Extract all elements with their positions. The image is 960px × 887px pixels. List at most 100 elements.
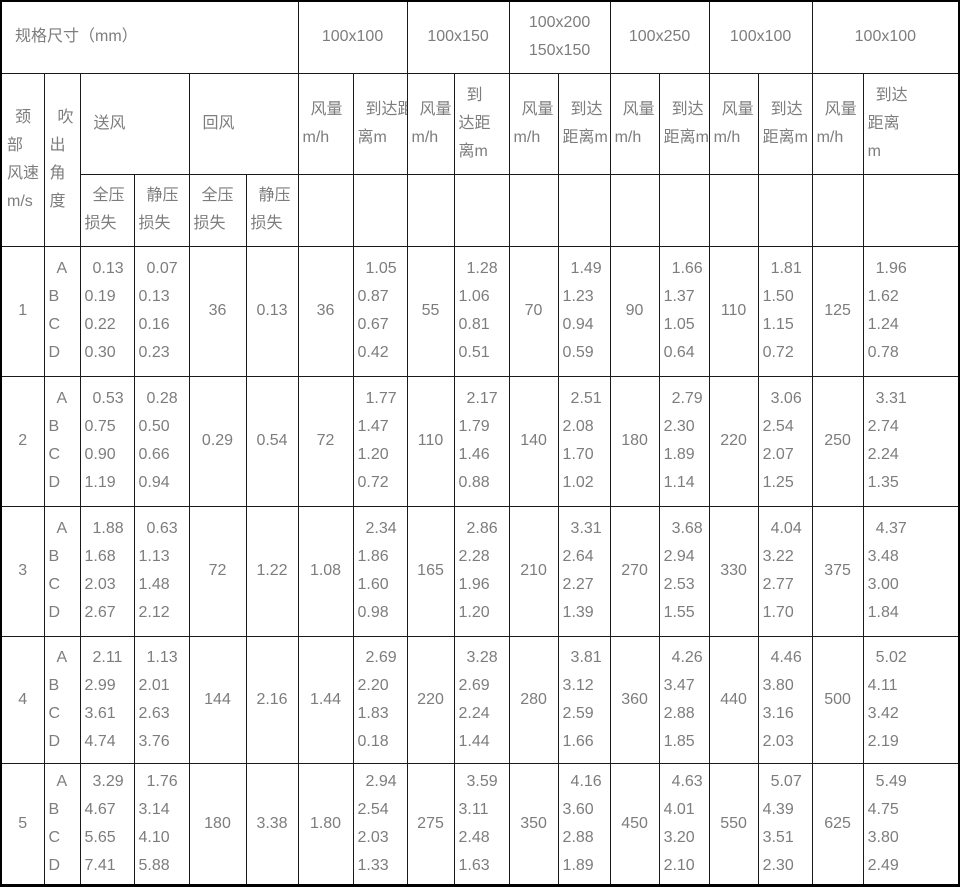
- total-pressure-loss-header: 全压 损失: [79, 173, 135, 247]
- empty-cell: [406, 173, 455, 247]
- reach-distance-values: 5.02 4.11 3.42 2.19: [862, 635, 960, 764]
- airflow-value: 72: [297, 375, 354, 507]
- spec-dimensions-label: 规格尺寸（mm）: [0, 0, 299, 74]
- empty-cell: [757, 173, 813, 247]
- reach-distance-values: 1.66 1.37 1.05 0.64: [658, 245, 710, 377]
- size-header: 100x100: [297, 0, 408, 74]
- reach-distance-values: 3.68 2.94 2.53 1.55: [658, 505, 710, 637]
- airflow-value: 220: [406, 635, 455, 764]
- airflow-value: 360: [609, 635, 660, 764]
- return-air-header: 回风: [188, 72, 299, 175]
- airflow-value: 350: [508, 762, 559, 886]
- size-header: 100x100: [811, 0, 960, 74]
- airflow-value: 220: [708, 375, 759, 507]
- neck-speed-value: 2: [0, 375, 45, 507]
- airflow-value: 36: [297, 245, 354, 377]
- static-pressure-loss-header: 静压 损失: [133, 173, 190, 247]
- angle-labels: A B C D: [43, 245, 81, 377]
- data-row: 3 A B C D 1.88 1.68 2.03 2.67 0.63 1.13 …: [0, 505, 960, 637]
- size-header: 100x250: [609, 0, 710, 74]
- supply-total-loss-values: 0.53 0.75 0.90 1.19: [79, 375, 135, 507]
- angle-labels: A B C D: [43, 635, 81, 764]
- airflow-value: 70: [508, 245, 559, 377]
- reach-distance-header: 到达 距离 m: [862, 72, 960, 175]
- return-total-loss-value: 72: [188, 505, 247, 637]
- reach-distance-values: 5.07 4.39 3.51 2.30: [757, 762, 813, 886]
- airflow-value: 550: [708, 762, 759, 886]
- airflow-header: 风量 m/h: [297, 72, 354, 175]
- empty-cell: [708, 173, 759, 247]
- empty-cell: [557, 173, 611, 247]
- return-total-loss-value: 180: [188, 762, 247, 886]
- reach-distance-values: 2.79 2.30 1.89 1.14: [658, 375, 710, 507]
- reach-distance-values: 5.49 4.75 3.80 2.49: [862, 762, 960, 886]
- reach-distance-values: 2.86 2.28 1.96 1.20: [453, 505, 510, 637]
- airflow-value: 210: [508, 505, 559, 637]
- reach-distance-header: 到 达距 离m: [453, 72, 510, 175]
- airflow-value: 110: [406, 375, 455, 507]
- supply-total-loss-values: 3.29 4.67 5.65 7.41: [79, 762, 135, 886]
- data-row: 2 A B C D 0.53 0.75 0.90 1.19 0.28 0.50 …: [0, 375, 960, 507]
- airflow-header: 风量 m/h: [508, 72, 559, 175]
- reach-distance-values: 2.34 1.86 1.60 0.98: [352, 505, 408, 637]
- supply-static-loss-values: 1.13 2.01 2.63 3.76: [133, 635, 190, 764]
- supply-static-loss-values: 1.76 3.14 4.10 5.88: [133, 762, 190, 886]
- empty-cell: [862, 173, 960, 247]
- supply-total-loss-values: 0.13 0.19 0.22 0.30: [79, 245, 135, 377]
- reach-distance-values: 2.69 2.20 1.83 0.18: [352, 635, 408, 764]
- static-pressure-loss-header: 静压 损失: [245, 173, 299, 247]
- airflow-value: 1.80: [297, 762, 354, 886]
- empty-cell: [658, 173, 710, 247]
- column-header-row: 颈 部 风速 m/s 吹 出 角 度 送风 回风 风量 m/h 到达距 离m 风…: [0, 72, 960, 247]
- airflow-header: 风量 m/h: [708, 72, 759, 175]
- supply-total-loss-values: 1.88 1.68 2.03 2.67: [79, 505, 135, 637]
- return-total-loss-value: 0.29: [188, 375, 247, 507]
- return-static-loss-value: 1.22: [245, 505, 299, 637]
- airflow-value: 165: [406, 505, 455, 637]
- reach-distance-values: 1.81 1.50 1.15 0.72: [757, 245, 813, 377]
- airflow-value: 280: [508, 635, 559, 764]
- reach-distance-values: 3.81 3.12 2.59 1.66: [557, 635, 611, 764]
- size-header-row: 规格尺寸（mm） 100x100 100x150 100x200 150x150…: [0, 0, 960, 74]
- airflow-value: 375: [811, 505, 864, 637]
- neck-speed-value: 5: [0, 762, 45, 886]
- data-row: 5 A B C D 3.29 4.67 5.65 7.41 1.76 3.14 …: [0, 762, 960, 886]
- data-row: 1 A B C D 0.13 0.19 0.22 0.30 0.07 0.13 …: [0, 245, 960, 377]
- reach-distance-values: 1.28 1.06 0.81 0.51: [453, 245, 510, 377]
- airflow-value: 1.08: [297, 505, 354, 637]
- blow-angle-header: 吹 出 角 度: [43, 72, 81, 247]
- airflow-value: 270: [609, 505, 660, 637]
- reach-distance-header: 到达距 离m: [352, 72, 408, 175]
- airflow-value: 440: [708, 635, 759, 764]
- reach-distance-values: 4.04 3.22 2.77 1.70: [757, 505, 813, 637]
- return-total-loss-value: 36: [188, 245, 247, 377]
- loss-header-row: 全压 损失 静压 损失 全压 损失 静压 损失: [1, 173, 960, 247]
- supply-static-loss-values: 0.63 1.13 1.48 2.12: [133, 505, 190, 637]
- reach-distance-values: 1.49 1.23 0.94 0.59: [557, 245, 611, 377]
- supply-static-loss-values: 0.07 0.13 0.16 0.23: [133, 245, 190, 377]
- size-header: 100x100: [708, 0, 813, 74]
- reach-distance-values: 4.26 3.47 2.88 1.85: [658, 635, 710, 764]
- airflow-value: 55: [406, 245, 455, 377]
- reach-distance-values: 3.31 2.64 2.27 1.39: [557, 505, 611, 637]
- reach-distance-values: 2.51 2.08 1.70 1.02: [557, 375, 611, 507]
- airflow-value: 125: [811, 245, 864, 377]
- airflow-value: 140: [508, 375, 559, 507]
- airflow-value: 250: [811, 375, 864, 507]
- empty-cell: [609, 173, 660, 247]
- airflow-value: 1.44: [297, 635, 354, 764]
- data-row: 4 A B C D 2.11 2.99 3.61 4.74 1.13 2.01 …: [0, 635, 960, 764]
- airflow-value: 450: [609, 762, 660, 886]
- reach-distance-values: 3.31 2.74 2.24 1.35: [862, 375, 960, 507]
- reach-distance-values: 3.06 2.54 2.07 1.25: [757, 375, 813, 507]
- size-header: 100x200 150x150: [508, 0, 611, 74]
- neck-speed-value: 3: [0, 505, 45, 637]
- airflow-value: 625: [811, 762, 864, 886]
- reach-distance-values: 4.46 3.80 3.16 2.03: [757, 635, 813, 764]
- neck-speed-header: 颈 部 风速 m/s: [0, 72, 45, 247]
- empty-cell: [352, 173, 408, 247]
- supply-static-loss-values: 0.28 0.50 0.66 0.94: [133, 375, 190, 507]
- reach-distance-values: 4.63 4.01 3.20 2.10: [658, 762, 710, 886]
- angle-labels: A B C D: [43, 505, 81, 637]
